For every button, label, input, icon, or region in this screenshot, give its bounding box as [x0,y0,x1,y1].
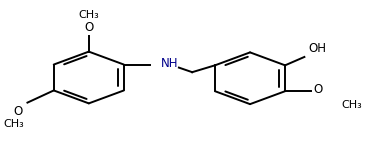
Text: O: O [13,105,22,118]
Text: O: O [314,83,323,96]
Text: O: O [84,21,93,34]
Text: NH: NH [161,57,178,70]
Text: OH: OH [308,42,326,55]
Text: CH₃: CH₃ [78,10,99,20]
Text: CH₃: CH₃ [341,100,362,110]
Text: CH₃: CH₃ [3,119,24,129]
